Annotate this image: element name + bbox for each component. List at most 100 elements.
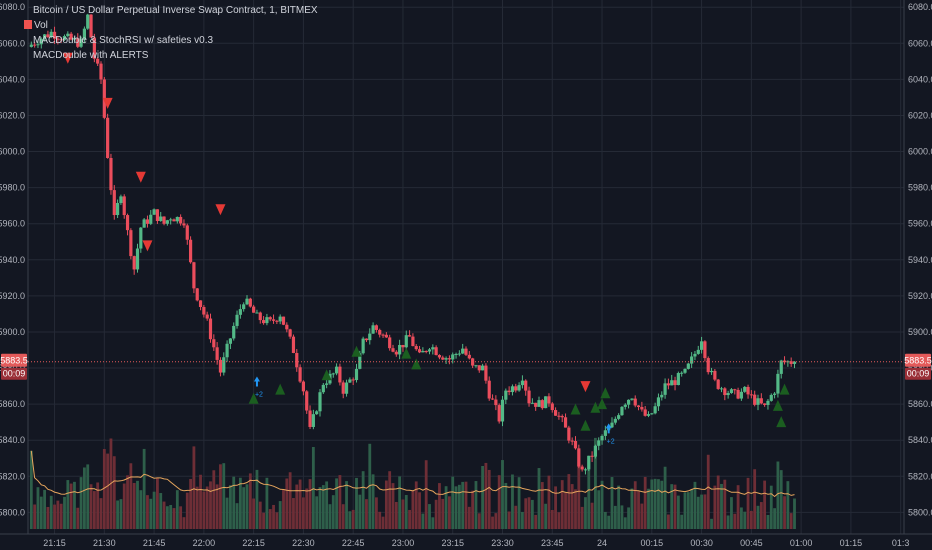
volume-bar [388,471,392,529]
candle [484,365,488,381]
candle [474,365,478,367]
candle [334,366,339,374]
volume-bar [116,500,119,529]
volume-bar [643,476,647,529]
candle [643,409,647,416]
candle [358,353,362,369]
volume-bar [235,503,239,529]
right-price-tick: 6000.0 [908,147,932,157]
candle [371,325,375,334]
volume-bar [212,470,216,529]
volume-bar [471,490,475,529]
volume-bar [408,509,411,529]
vol-legend[interactable]: Vol [24,18,318,33]
candle [620,406,624,416]
candle [544,396,548,409]
volume-bar [199,474,202,529]
volume-bar [83,467,86,529]
volume-bar [431,517,435,529]
volume-bar [600,480,604,529]
volume-bar [627,507,630,529]
volume-bar [484,462,488,529]
volume-bar [736,485,740,529]
candle [135,248,140,270]
candle [92,37,96,59]
volume-bar [225,497,229,529]
time-axis[interactable]: 21:15 21:30 21:45 22:00 22:15 22:30 22:45 23:00… [0,533,932,550]
volume-bar [265,477,269,529]
candle [537,400,541,407]
volume-bar [494,513,498,529]
candle [56,38,60,40]
candle [384,334,388,338]
candle [179,216,183,224]
volume-bar [368,443,372,529]
volume-bar [318,487,322,529]
candle [106,117,110,158]
time-tick: 01:15 [840,538,863,548]
candle [225,343,229,358]
indicator-legend-stochrsi[interactable]: MACDouble & StochRSI w/ safeties v0.3 [33,35,214,46]
alert-arrow-icon [253,376,260,387]
candle [626,399,631,405]
symbol-title[interactable]: Bitcoin / US Dollar Perpetual Inverse Sw… [33,5,318,16]
volume-bar [630,488,634,529]
candle [520,380,525,386]
candle [666,383,671,386]
right-price-tick: 5900.0 [908,327,932,337]
volume-bar [517,477,521,529]
candle [62,36,67,40]
candle [490,398,495,400]
volume-bar [384,480,388,529]
candle [348,379,352,383]
candle [398,344,402,355]
candle [235,314,239,326]
candle [278,316,282,322]
volume-bar [570,484,574,529]
volume-bar [713,485,717,529]
volume-bar [763,480,767,529]
volume-bar [355,477,358,529]
volume-bar [99,498,103,529]
candle [404,335,408,348]
time-tick: 22:15 [242,538,265,548]
left-axis-panel [0,0,28,534]
candle [636,405,641,408]
volume-bar [776,461,780,529]
volume-bar [743,511,747,529]
candle [252,306,256,313]
candle [139,227,143,249]
candle [650,413,654,415]
candle [497,405,501,422]
candle [600,435,604,441]
volume-bar [375,497,378,529]
volume-bar [335,478,338,529]
candle [33,44,37,46]
candle [258,312,262,321]
candle [271,319,276,321]
buy-signal-marker [580,419,591,431]
volume-bar [295,484,299,529]
volume-bar [607,515,611,529]
candle [86,14,90,29]
candle [169,219,173,221]
volume-bar [540,482,544,529]
indicator-legend-alerts[interactable]: MACDouble with ALERTS [33,50,149,61]
candle [480,365,485,371]
volume-moving-average [30,450,795,498]
buy-signal-marker [597,398,608,410]
candle [188,239,193,263]
candle [437,355,442,358]
volume-bar [202,491,206,529]
volume-bar [411,490,415,529]
candle [414,346,418,350]
buy-signal-marker [776,416,787,428]
volume-bar [242,487,246,529]
candle [686,363,690,369]
sell-signal-marker [215,204,226,216]
volume-bar [497,475,501,529]
candle [202,307,206,315]
volume-bar [726,515,730,529]
countdown-tag [1,367,27,380]
